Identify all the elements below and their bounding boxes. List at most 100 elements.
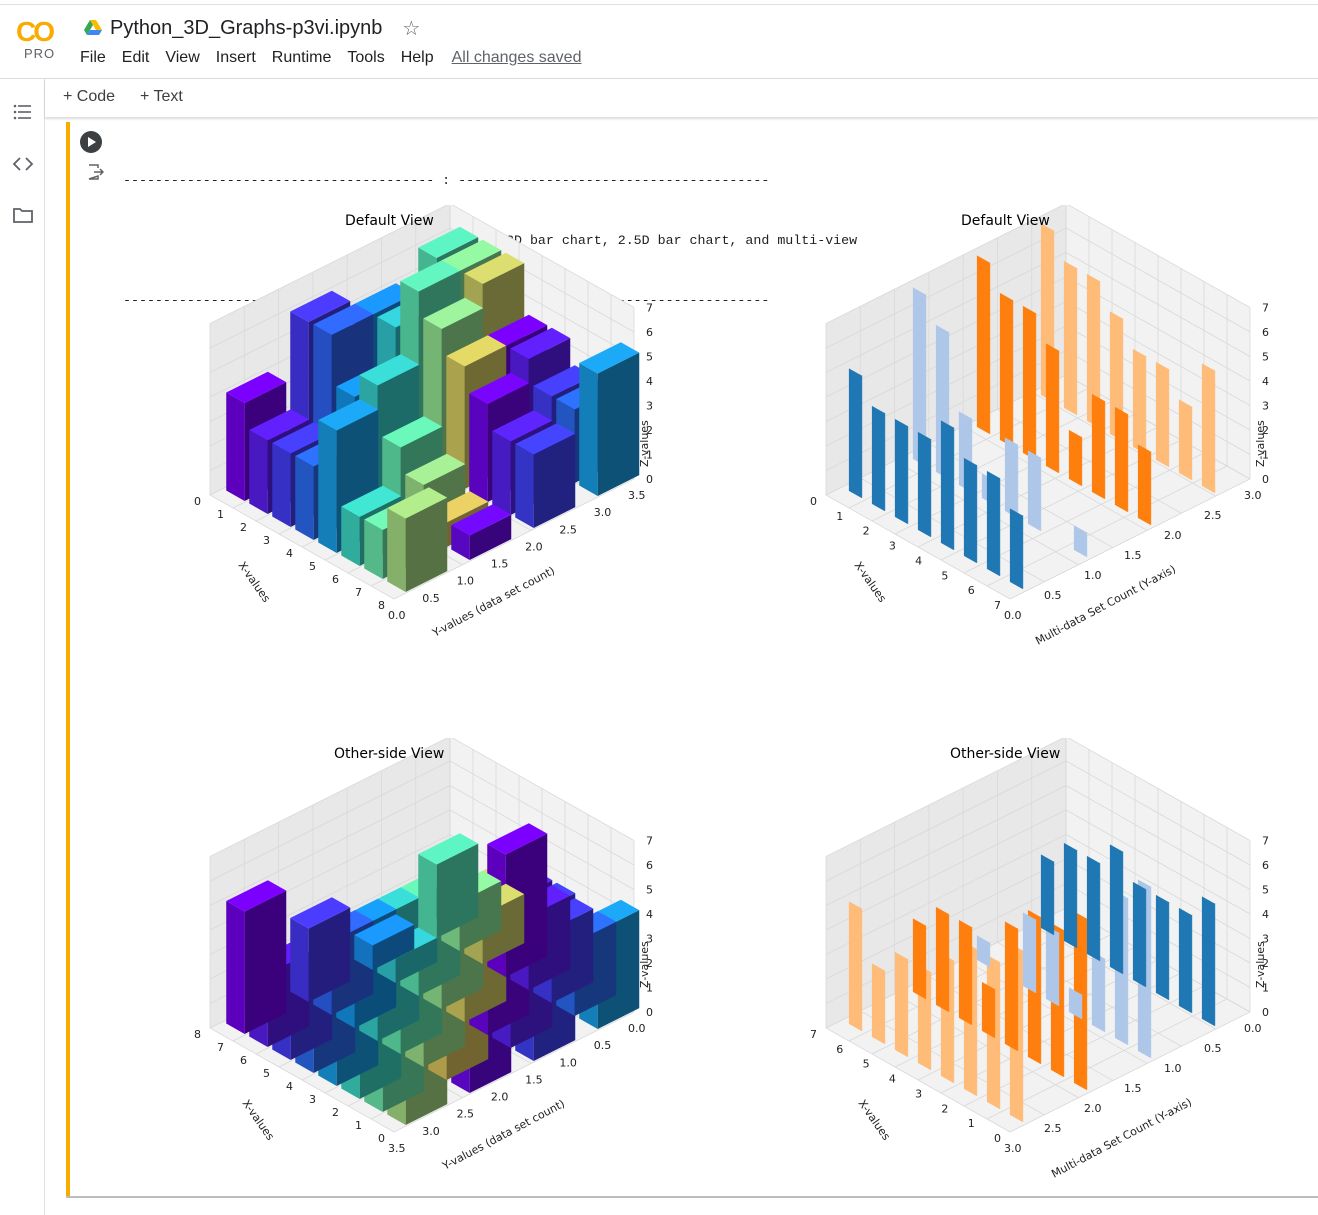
- x-tick-label: 0: [378, 1132, 385, 1145]
- bar: [451, 525, 470, 560]
- y-tick-label: 0.0: [1244, 1022, 1262, 1035]
- pro-badge: PRO: [24, 46, 56, 61]
- table-of-contents-icon[interactable]: [12, 101, 34, 123]
- z-tick-label: 1: [646, 449, 653, 462]
- x-tick-label: 0: [810, 495, 817, 508]
- top-divider: [0, 4, 1318, 5]
- bar: [290, 918, 309, 1002]
- bar-top: [451, 504, 512, 536]
- y-tick-label: 0.0: [1004, 609, 1022, 622]
- add-text-button[interactable]: + Text: [140, 88, 183, 105]
- chart-3d-otherside: Other-side View 0 1 2 3 4 5 6 7 8 7 6 5 4 3 2 1 0 3.5 3.0 2…: [150, 736, 670, 1198]
- x-tick-label: 2: [941, 1102, 948, 1115]
- menu-insert[interactable]: Insert: [215, 49, 256, 66]
- menu-edit[interactable]: Edit: [121, 49, 150, 66]
- bar: [1004, 921, 1018, 1052]
- x-tick-label: 8: [378, 599, 385, 612]
- menu-help[interactable]: Help: [400, 49, 434, 66]
- bar-top: [400, 260, 461, 292]
- x-tick-label: 5: [263, 1067, 270, 1080]
- y-tick-label: 1.5: [525, 1073, 543, 1086]
- bar: [1027, 450, 1041, 532]
- y-tick-label: 3.0: [422, 1125, 440, 1138]
- z-tick-label: 0: [646, 1006, 653, 1019]
- code-snippets-icon[interactable]: [12, 153, 34, 175]
- bar: [1132, 348, 1146, 455]
- gridline: [393, 478, 635, 600]
- bar: [1155, 361, 1169, 468]
- menu-tools[interactable]: Tools: [347, 49, 385, 66]
- menu-file[interactable]: File: [80, 49, 106, 66]
- menu-runtime[interactable]: Runtime: [271, 49, 332, 66]
- bar-side: [1127, 897, 1129, 1046]
- x-tick-label: 6: [836, 1043, 843, 1056]
- gridline: [1065, 809, 1251, 915]
- x-tick-label: 2: [863, 525, 870, 538]
- bar: [1063, 842, 1077, 949]
- gridline: [209, 203, 451, 324]
- bar: [1091, 951, 1105, 1033]
- z-tick-label: 2: [1262, 424, 1269, 437]
- run-cell-button[interactable]: [80, 131, 102, 153]
- colab-logo[interactable]: CO PRO: [14, 14, 66, 66]
- chart-canvas: 01234567012345670.00.51.01.52.02.53.0X-v…: [810, 203, 1269, 648]
- z-tick-label: 4: [646, 375, 653, 388]
- y-tick-label: 1.0: [559, 1056, 577, 1069]
- left-sidebar: [0, 79, 45, 1215]
- bar-side: [469, 514, 512, 560]
- x-tick-label: 1: [217, 508, 224, 521]
- z-tick-label: 0: [1262, 1006, 1269, 1019]
- bar-side: [884, 412, 886, 512]
- code-cell[interactable]: [66, 122, 1318, 1197]
- bar: [579, 363, 598, 496]
- bar-side: [1076, 849, 1078, 949]
- gridline: [986, 465, 1228, 587]
- bar: [1114, 406, 1128, 513]
- menu-view[interactable]: View: [165, 49, 200, 66]
- bar-side: [861, 375, 863, 499]
- gridline: [449, 736, 635, 841]
- gridline: [209, 1027, 395, 1133]
- save-status[interactable]: All changes saved: [451, 49, 582, 66]
- bar-top: [487, 823, 548, 855]
- y-tick-label: 2.0: [1164, 529, 1182, 542]
- bar-top: [318, 399, 379, 431]
- z-tick-label: 3: [646, 933, 653, 946]
- bar: [848, 901, 862, 1032]
- bar-side: [994, 988, 996, 1039]
- bar-side: [999, 961, 1001, 1110]
- y-tick-label: 3.0: [594, 506, 612, 519]
- gridline: [1065, 252, 1251, 357]
- bar-top: [354, 914, 415, 946]
- bar-side: [930, 971, 932, 1071]
- gridline: [871, 400, 1113, 522]
- bar-side: [1099, 862, 1101, 962]
- bar-side: [1076, 267, 1078, 416]
- bar: [871, 963, 885, 1045]
- add-code-button[interactable]: + Code: [63, 88, 116, 105]
- gridline: [825, 203, 1067, 324]
- output-menu-icon[interactable]: [86, 163, 104, 181]
- z-axis-label: Z-values: [638, 941, 651, 988]
- bar-top: [418, 833, 479, 865]
- bar: [364, 519, 383, 579]
- bar-side: [1086, 532, 1088, 558]
- bar-side: [1168, 901, 1170, 1001]
- notebook-title[interactable]: Python_3D_Graphs-p3vi.ipynb: [110, 16, 383, 39]
- y-tick-label: 1.0: [457, 575, 475, 588]
- bar-side: [861, 908, 863, 1032]
- menu-bar: File Edit View Insert Runtime Tools Help…: [80, 49, 597, 67]
- bar-side: [884, 970, 886, 1045]
- star-icon[interactable]: ☆: [402, 17, 421, 40]
- bar: [1086, 855, 1100, 962]
- folder-icon[interactable]: [12, 204, 34, 226]
- z-tick-label: 7: [646, 835, 653, 848]
- bar-side: [436, 843, 479, 938]
- z-tick-label: 5: [1262, 351, 1269, 364]
- google-drive-icon: [84, 20, 102, 35]
- bar: [940, 420, 954, 551]
- bar-top: [423, 297, 484, 329]
- x-tick-label: 3: [309, 1093, 316, 1106]
- z-tick-label: 5: [646, 884, 653, 897]
- bar: [894, 951, 908, 1058]
